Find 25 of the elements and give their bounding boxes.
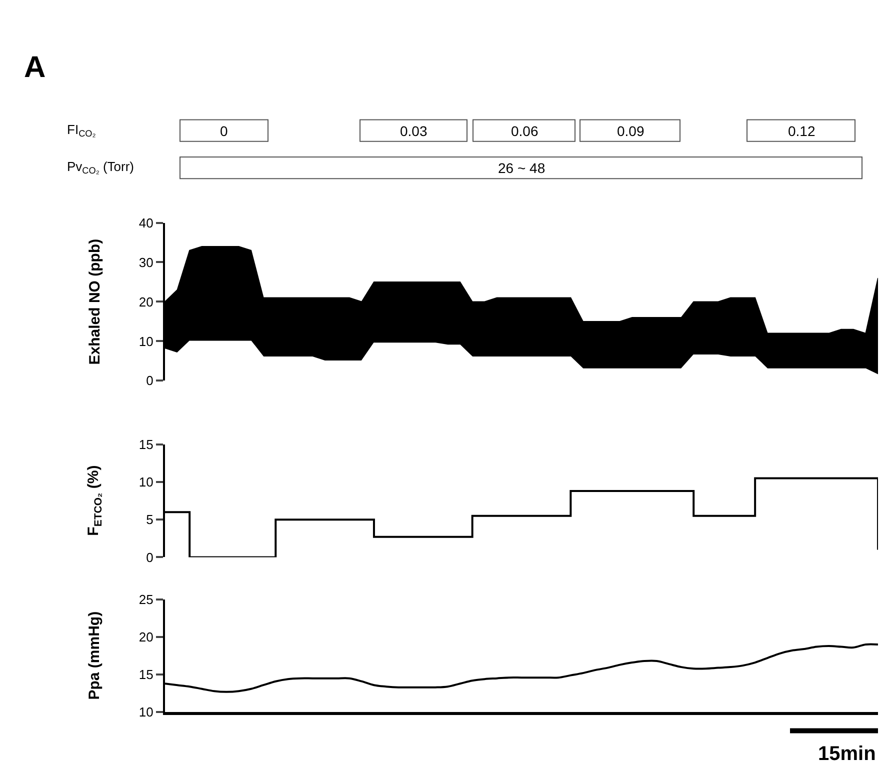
y-tick-label: 15 xyxy=(138,436,154,452)
y-tick-label: 30 xyxy=(138,254,154,270)
text: FI$_{CO₂}$ xyxy=(67,122,96,139)
y-tick-label: 25 xyxy=(138,592,154,607)
y-tick-label: 5 xyxy=(146,512,154,528)
y-tick-label: 0 xyxy=(146,373,154,388)
y-tick-label: 20 xyxy=(138,630,154,645)
y-tick-label: 10 xyxy=(138,474,154,490)
text: 26 ~ 48 xyxy=(498,160,546,176)
text: 0.06 xyxy=(511,123,538,139)
y-tick-label: 10 xyxy=(138,334,154,349)
chart-title: A xyxy=(24,51,46,84)
text: 0 xyxy=(220,123,228,139)
y-tick-label: 20 xyxy=(138,294,154,310)
text: 0.09 xyxy=(617,123,644,139)
y-tick-label: 10 xyxy=(138,704,154,720)
text: 15min xyxy=(818,743,876,765)
text: 0.03 xyxy=(400,123,428,139)
y-axis-title: Ppa (mmHg) xyxy=(86,611,104,700)
y-axis-title: Exhaled NO (ppb) xyxy=(86,238,104,365)
y-tick-label: 40 xyxy=(138,215,154,230)
text: 0.12 xyxy=(788,123,816,139)
y-tick-label: 0 xyxy=(146,550,154,565)
y-tick-label: 15 xyxy=(138,667,154,682)
text: Pv$_{CO₂}$ (Torr) xyxy=(67,159,134,176)
